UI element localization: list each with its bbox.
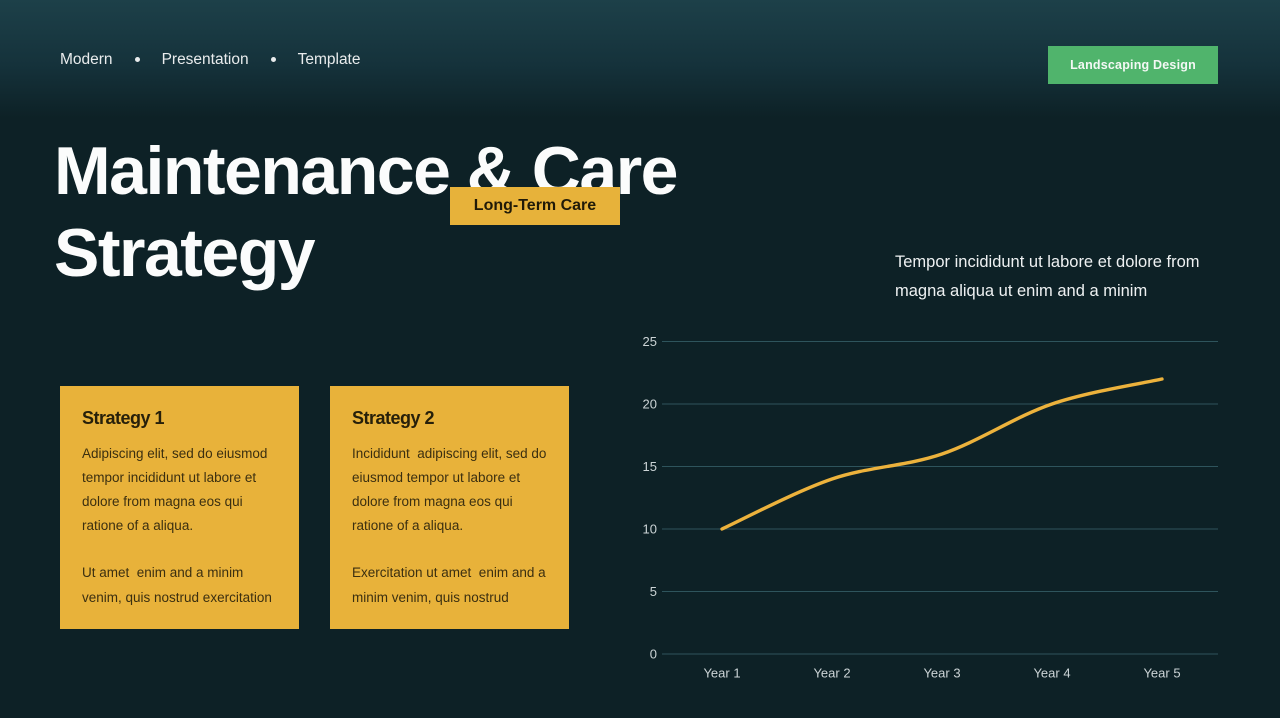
svg-text:10: 10 xyxy=(643,522,657,537)
svg-text:Year 1: Year 1 xyxy=(703,666,740,681)
svg-text:0: 0 xyxy=(650,647,657,662)
svg-text:Year 5: Year 5 xyxy=(1143,666,1180,681)
svg-text:5: 5 xyxy=(650,584,657,599)
svg-text:Year 4: Year 4 xyxy=(1033,666,1070,681)
svg-text:Year 3: Year 3 xyxy=(923,666,960,681)
svg-text:Year 2: Year 2 xyxy=(813,666,850,681)
svg-text:15: 15 xyxy=(643,459,657,474)
svg-text:25: 25 xyxy=(643,334,657,349)
svg-text:20: 20 xyxy=(643,397,657,412)
